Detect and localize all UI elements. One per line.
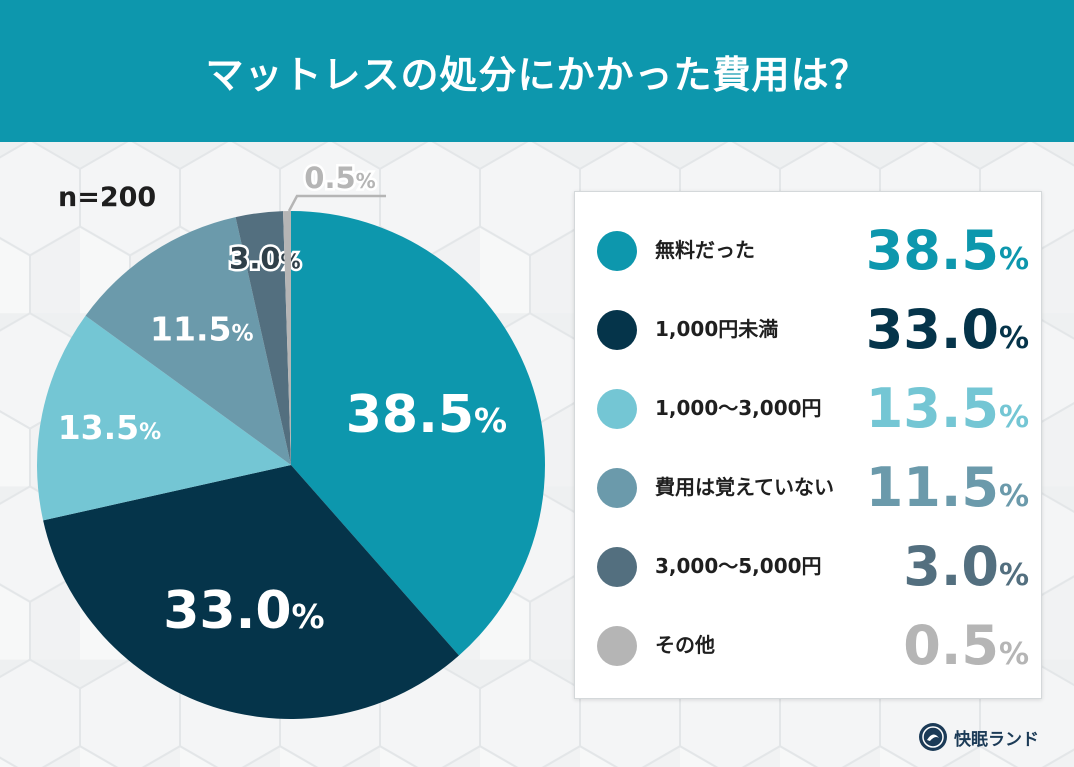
brand-logo: 快眠ランド — [918, 720, 1039, 754]
slice-label-not-remember: 11.5% — [150, 310, 253, 349]
legend-label: 3,000〜5,000円 — [655, 554, 822, 578]
pie-slice-free — [291, 211, 545, 656]
pie-slice-under-1000 — [43, 465, 459, 720]
legend-item-3000-5000: 3,000〜5,000円 3.0% — [575, 527, 1043, 606]
legend-label: 1,000円未満 — [655, 317, 779, 341]
pie-slice-other — [283, 211, 291, 465]
pie-slice-not-remember — [85, 217, 292, 465]
pie-slice-3000-5000 — [235, 211, 291, 465]
legend-value: 3.0% — [903, 535, 1029, 598]
slice-label-1000-3000: 13.5% — [58, 408, 161, 447]
legend-label: その他 — [655, 633, 715, 657]
legend-item-free: 無料だった 38.5% — [575, 211, 1043, 290]
legend-dot-icon — [597, 231, 637, 271]
kaimin-land-logo-icon — [919, 723, 947, 751]
sample-size-label: n=200 — [58, 182, 157, 213]
legend-item-1000-3000: 1,000〜3,000円 13.5% — [575, 369, 1043, 448]
legend-value: 33.0% — [865, 298, 1029, 361]
slice-label-other: 0.5% — [304, 161, 375, 195]
legend-panel: 無料だった 38.5% 1,000円未満 33.0% 1,000〜3,000円 … — [574, 191, 1042, 699]
pie-slice-1000-3000 — [37, 315, 292, 521]
legend-value: 13.5% — [865, 377, 1029, 440]
legend-value: 0.5% — [903, 614, 1029, 677]
slice-label-under-1000: 33.0% — [163, 581, 324, 641]
legend-item-not-remember: 費用は覚えていない 11.5% — [575, 448, 1043, 527]
chart-title: マットレスの処分にかかった費用は？ — [205, 52, 869, 97]
legend-label: 費用は覚えていない — [655, 475, 834, 499]
legend-item-other: その他 0.5% — [575, 606, 1043, 685]
legend-dot-icon — [597, 468, 637, 508]
legend-value: 11.5% — [865, 456, 1029, 519]
legend-dot-icon — [597, 310, 637, 350]
pie-chart: 38.5%33.0%13.5%11.5%3.0%0.5% — [37, 159, 545, 720]
legend-dot-icon — [597, 547, 637, 587]
header-banner: マットレスの処分にかかった費用は？ — [0, 0, 1074, 142]
legend-label: 1,000〜3,000円 — [655, 396, 822, 420]
leader-line — [287, 194, 386, 212]
legend-dot-icon — [597, 389, 637, 429]
legend-dot-icon — [597, 626, 637, 666]
legend-label: 無料だった — [655, 238, 755, 262]
slice-label-free: 38.5% — [346, 385, 507, 445]
legend-item-under-1000: 1,000円未満 33.0% — [575, 290, 1043, 369]
legend-value: 38.5% — [865, 219, 1029, 282]
logo-text: 快眠ランド — [954, 729, 1039, 750]
